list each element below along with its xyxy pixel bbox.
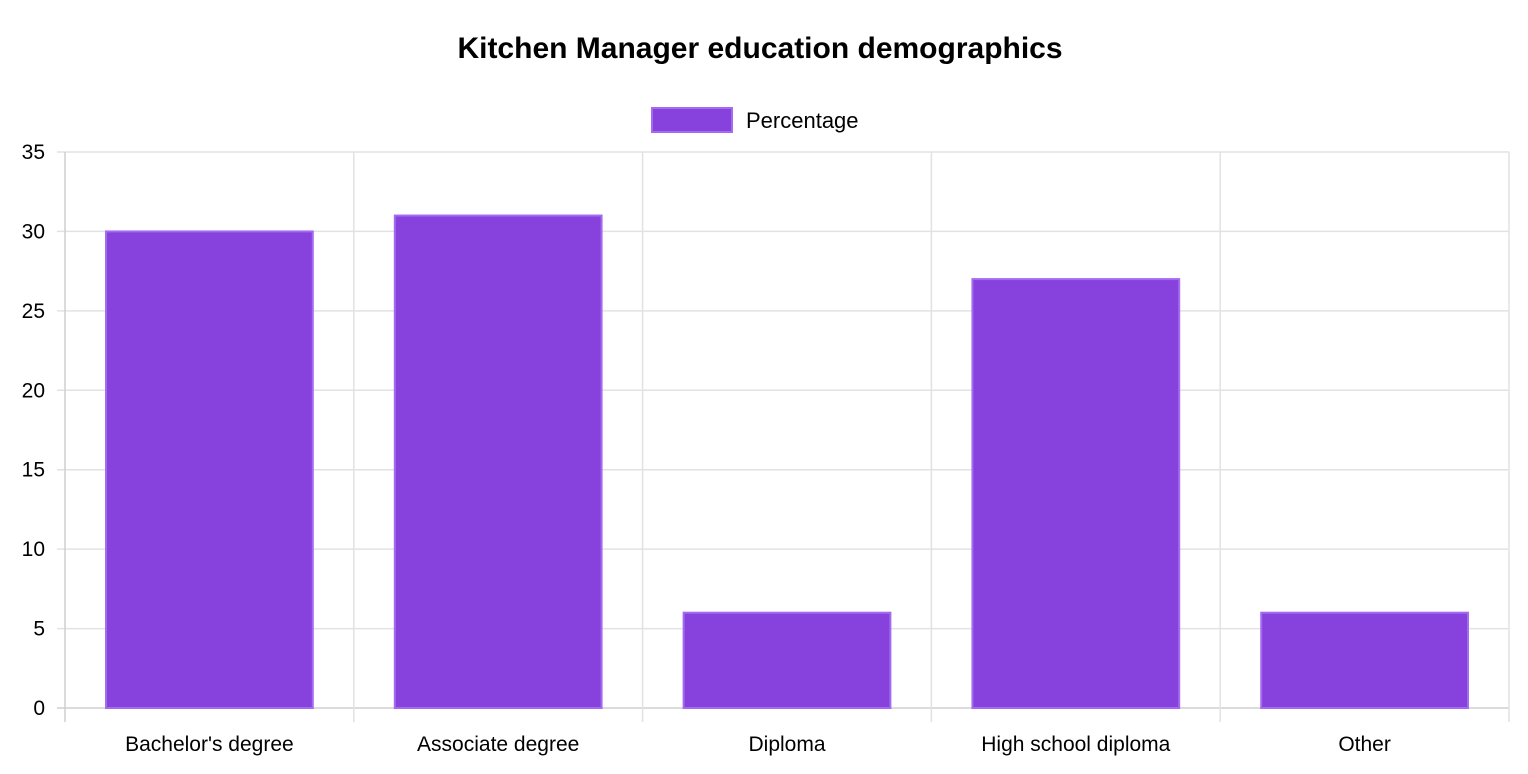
bar[interactable] [682,611,892,710]
y-axis-ticks: 0 5 10 15 20 25 30 35 [22,141,45,720]
x-tick-label: Other [1338,733,1391,756]
y-tick-label: 35 [22,141,45,164]
bars [105,214,1469,710]
y-tick-label: 25 [22,300,45,323]
y-tick-label: 20 [22,379,45,402]
y-tick-label: 10 [22,538,45,561]
chart-title: Kitchen Manager education demographics [457,32,1062,65]
x-tick-label: Bachelor's degree [125,733,294,756]
y-tick-label: 0 [33,697,45,720]
y-tick-label: 15 [22,459,45,482]
bar[interactable] [971,278,1181,709]
bar[interactable] [105,230,314,710]
x-tick-label: Diploma [748,733,825,756]
bar[interactable] [1260,611,1469,710]
y-tick-label: 5 [33,618,45,641]
bar[interactable] [393,214,603,710]
legend-swatch[interactable] [651,107,733,133]
x-tick-label: Associate degree [417,733,579,756]
x-tick-label: High school diploma [981,733,1170,756]
y-tick-label: 30 [22,220,45,243]
x-axis-ticks: Bachelor's degree Associate degree Diploma… [125,733,1391,756]
legend[interactable]: Percentage [651,107,859,133]
legend-label[interactable]: Percentage [746,108,859,133]
